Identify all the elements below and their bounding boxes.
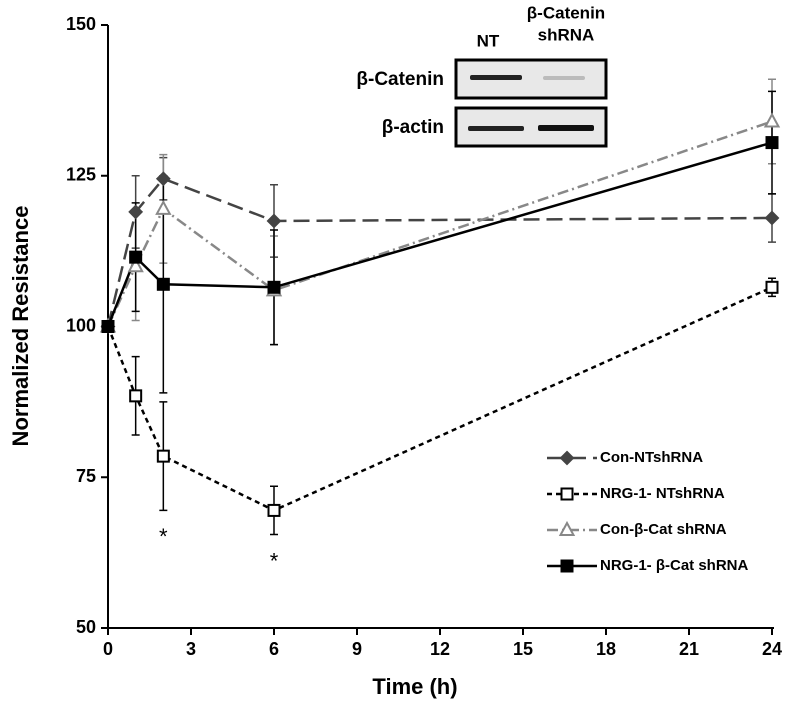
x-tick-label: 6 xyxy=(269,639,279,659)
x-tick-label: 21 xyxy=(679,639,699,659)
legend-marker xyxy=(560,487,574,501)
y-tick-label: 100 xyxy=(66,315,96,335)
legend-marker xyxy=(559,450,575,466)
marker xyxy=(267,280,281,294)
y-axis-label: Normalized Resistance xyxy=(8,206,33,447)
y-tick-label: 125 xyxy=(66,165,96,185)
x-tick-label: 18 xyxy=(596,639,616,659)
marker xyxy=(156,277,170,291)
blot-band xyxy=(470,75,522,80)
y-tick-label: 50 xyxy=(76,617,96,637)
series-line xyxy=(106,286,773,512)
inset-column: β-Catenin xyxy=(527,3,605,22)
blot-band xyxy=(543,76,585,80)
legend-label: Con-NTshRNA xyxy=(600,449,703,466)
marker xyxy=(765,280,779,294)
x-tick-label: 0 xyxy=(103,639,113,659)
x-tick-label: 24 xyxy=(762,639,782,659)
x-tick-label: 9 xyxy=(352,639,362,659)
x-tick-label: 3 xyxy=(186,639,196,659)
marker xyxy=(156,449,170,463)
marker xyxy=(267,503,281,517)
marker xyxy=(155,171,171,187)
marker xyxy=(101,320,115,333)
inset-column: NT xyxy=(477,31,500,50)
marker xyxy=(129,250,143,264)
blot-band xyxy=(468,126,524,131)
marker xyxy=(765,136,779,150)
blot-band xyxy=(538,125,594,131)
x-axis-label: Time (h) xyxy=(372,674,457,699)
y-tick-label: 75 xyxy=(76,466,96,486)
legend-marker xyxy=(558,520,576,536)
x-tick-label: 12 xyxy=(430,639,450,659)
annotation: * xyxy=(270,548,279,573)
marker xyxy=(764,210,780,226)
legend-marker xyxy=(560,559,574,573)
marker xyxy=(155,199,172,215)
series-line xyxy=(106,177,773,327)
legend-label: NRG-1- NTshRNA xyxy=(600,485,725,502)
annotation: * xyxy=(159,524,168,549)
x-tick-label: 15 xyxy=(513,639,533,659)
series-line xyxy=(106,120,773,328)
inset-row: β-actin xyxy=(382,117,444,138)
marker xyxy=(127,257,144,273)
inset-row: β-Catenin xyxy=(356,69,444,90)
legend-label: NRG-1- β-Cat shRNA xyxy=(600,557,748,574)
y-tick-label: 150 xyxy=(66,14,96,34)
marker xyxy=(128,204,144,220)
inset-column: shRNA xyxy=(538,25,595,44)
inset-blot: NT β-Catenin shRNA β-Catenin β-actin xyxy=(356,3,608,148)
marker xyxy=(266,213,282,229)
marker xyxy=(129,389,143,403)
legend-label: Con-β-Cat shRNA xyxy=(600,521,727,538)
marker xyxy=(763,112,781,128)
